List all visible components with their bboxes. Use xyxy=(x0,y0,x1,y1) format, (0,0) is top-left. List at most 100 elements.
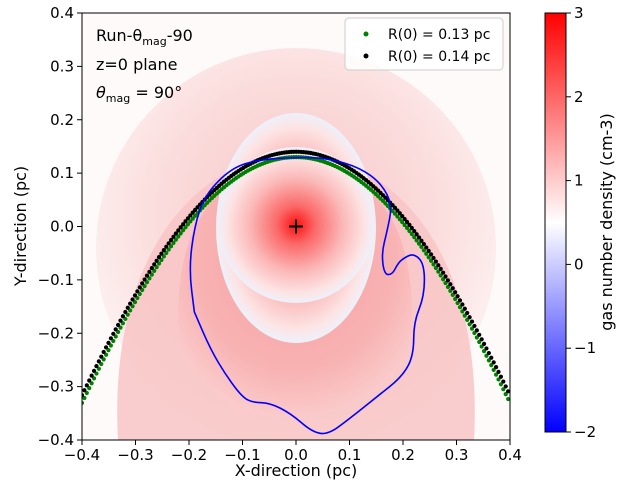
curve-point xyxy=(123,309,128,315)
density-contour xyxy=(189,156,426,435)
curve-point xyxy=(455,300,460,306)
y-axis: −0.4 −0.3 −0.2 −0.1 0.0 0.1 0.2 0.3 0.4 xyxy=(38,4,82,449)
curve-point xyxy=(164,244,169,249)
x-tick-label: −0.3 xyxy=(117,446,153,464)
curve-point xyxy=(154,265,159,270)
curve-point xyxy=(96,359,101,364)
curve-point xyxy=(465,310,470,316)
colorbar: −2 −1 0 1 2 3 gas number density (cm-3) xyxy=(544,4,616,441)
curve-point xyxy=(392,205,398,210)
curve-point xyxy=(501,387,506,392)
curve-point xyxy=(193,213,198,218)
curve-point xyxy=(152,268,157,273)
curve-point xyxy=(147,269,152,274)
curve-point xyxy=(154,258,159,263)
curve-point xyxy=(188,213,193,218)
curve-point xyxy=(128,301,133,306)
curve-point xyxy=(140,287,145,293)
curve-point xyxy=(106,347,111,353)
curve-point xyxy=(103,352,109,357)
colorbar-ticks: −2 −1 0 1 2 3 xyxy=(566,4,596,441)
curve-point xyxy=(450,292,455,298)
curve-point xyxy=(479,344,484,349)
curve-point xyxy=(171,240,176,246)
curve-point xyxy=(481,349,487,354)
curve-point xyxy=(496,369,501,375)
curve-point xyxy=(407,222,412,227)
annotation-theta: θmag = 90° xyxy=(96,83,182,105)
curve-point xyxy=(457,305,463,310)
curve-point xyxy=(503,384,508,389)
curve-point xyxy=(103,345,109,350)
curve-point xyxy=(409,225,414,231)
curve-point xyxy=(159,257,164,263)
curve-point xyxy=(460,309,465,314)
curve-point xyxy=(185,216,191,221)
curve-point xyxy=(161,248,166,253)
curve-point xyxy=(137,291,142,297)
curve-point xyxy=(111,331,116,336)
curve-point xyxy=(436,263,441,268)
curve-point xyxy=(431,255,436,261)
curve-point xyxy=(489,363,494,368)
y-axis-label: Y-direction (pc) xyxy=(11,166,30,287)
curve-point xyxy=(491,360,496,365)
curve-point xyxy=(441,270,446,275)
curve-point xyxy=(448,288,453,294)
curve-point xyxy=(419,244,424,250)
curve-point xyxy=(498,382,504,387)
legend-marker-black xyxy=(363,53,369,59)
curve-point xyxy=(484,346,489,351)
curve-point xyxy=(462,313,467,318)
curve-point xyxy=(94,363,99,369)
curve-point xyxy=(176,234,181,239)
curve-point xyxy=(419,238,424,243)
curve-point xyxy=(185,222,191,227)
colorbar-tick-label: 2 xyxy=(574,88,584,106)
curve-point xyxy=(469,319,475,324)
curve-point xyxy=(462,306,467,311)
curve-point xyxy=(486,350,491,356)
curve-point xyxy=(428,258,434,263)
curve-point xyxy=(467,322,472,327)
curve-point xyxy=(498,374,504,379)
curve-point xyxy=(142,283,147,289)
curve-point xyxy=(193,207,198,212)
curve-point xyxy=(190,210,195,215)
curve-point xyxy=(166,247,171,252)
curve-point xyxy=(147,276,152,281)
density-map xyxy=(82,13,510,440)
curve-point xyxy=(113,334,118,339)
curve-point xyxy=(491,367,496,372)
x-tick-label: 0.3 xyxy=(445,446,469,464)
curve-point xyxy=(469,326,475,331)
curve-point xyxy=(156,261,162,266)
curve-point xyxy=(171,234,176,239)
curve-point xyxy=(433,265,439,271)
colorbar-tick-label: 1 xyxy=(574,172,584,190)
curve-point xyxy=(101,349,106,355)
curve-point xyxy=(149,265,154,271)
curve-point xyxy=(87,385,92,391)
curve-point xyxy=(493,365,499,370)
colorbar-gradient xyxy=(544,12,567,433)
curve-point xyxy=(460,302,465,307)
y-tick-label: −0.4 xyxy=(38,431,74,449)
curve-point xyxy=(135,295,140,301)
curve-point xyxy=(496,377,501,382)
legend: R(0) = 0.13 pc R(0) = 0.14 pc xyxy=(344,17,504,71)
curve-point xyxy=(414,232,419,237)
curve-point xyxy=(82,393,85,398)
curve-point xyxy=(395,214,400,219)
curve-point xyxy=(453,296,458,302)
curve-point xyxy=(140,281,145,286)
curve-point xyxy=(493,372,499,377)
curve-point xyxy=(426,255,431,260)
x-tick-label: −0.1 xyxy=(224,446,260,464)
curve-point xyxy=(477,339,482,345)
curve-point xyxy=(472,330,477,336)
legend-marker-green xyxy=(363,31,369,37)
y-tick-label: −0.1 xyxy=(38,271,74,289)
curve-point xyxy=(142,277,147,282)
